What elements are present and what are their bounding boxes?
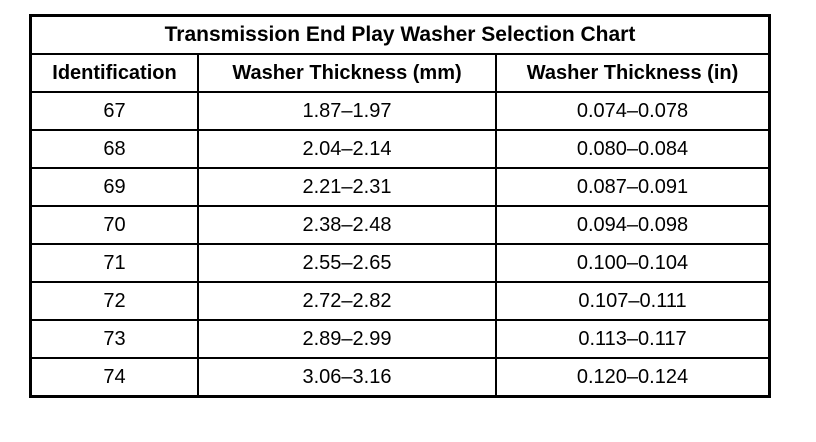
header-thickness-mm: Washer Thickness (mm) <box>197 53 497 93</box>
thickness-in-cell: 0.100–0.104 <box>495 243 771 283</box>
identification-cell: 69 <box>29 167 199 207</box>
thickness-in-cell: 0.120–0.124 <box>495 357 771 398</box>
identification-cell: 67 <box>29 91 199 131</box>
thickness-mm-cell: 2.72–2.82 <box>197 281 497 321</box>
table-row: 71 2.55–2.65 0.100–0.104 <box>29 243 771 283</box>
thickness-in-cell: 0.074–0.078 <box>495 91 771 131</box>
table-title: Transmission End Play Washer Selection C… <box>29 14 771 55</box>
header-row: Identification Washer Thickness (mm) Was… <box>29 53 771 93</box>
thickness-mm-cell: 3.06–3.16 <box>197 357 497 398</box>
identification-cell: 70 <box>29 205 199 245</box>
header-identification: Identification <box>29 53 199 93</box>
table-row: 69 2.21–2.31 0.087–0.091 <box>29 167 771 207</box>
title-row: Transmission End Play Washer Selection C… <box>29 14 771 55</box>
thickness-mm-cell: 2.89–2.99 <box>197 319 497 359</box>
identification-cell: 73 <box>29 319 199 359</box>
table-row: 72 2.72–2.82 0.107–0.111 <box>29 281 771 321</box>
thickness-in-cell: 0.087–0.091 <box>495 167 771 207</box>
thickness-mm-cell: 2.38–2.48 <box>197 205 497 245</box>
thickness-mm-cell: 2.04–2.14 <box>197 129 497 169</box>
identification-cell: 72 <box>29 281 199 321</box>
identification-cell: 71 <box>29 243 199 283</box>
table-row: 70 2.38–2.48 0.094–0.098 <box>29 205 771 245</box>
thickness-in-cell: 0.080–0.084 <box>495 129 771 169</box>
table-row: 67 1.87–1.97 0.074–0.078 <box>29 91 771 131</box>
thickness-in-cell: 0.094–0.098 <box>495 205 771 245</box>
thickness-in-cell: 0.113–0.117 <box>495 319 771 359</box>
thickness-mm-cell: 2.55–2.65 <box>197 243 497 283</box>
thickness-mm-cell: 2.21–2.31 <box>197 167 497 207</box>
washer-selection-table: Transmission End Play Washer Selection C… <box>29 14 771 398</box>
table-row: 73 2.89–2.99 0.113–0.117 <box>29 319 771 359</box>
thickness-mm-cell: 1.87–1.97 <box>197 91 497 131</box>
table-row: 68 2.04–2.14 0.080–0.084 <box>29 129 771 169</box>
table-row: 74 3.06–3.16 0.120–0.124 <box>29 357 771 398</box>
identification-cell: 68 <box>29 129 199 169</box>
thickness-in-cell: 0.107–0.111 <box>495 281 771 321</box>
header-thickness-in: Washer Thickness (in) <box>495 53 771 93</box>
identification-cell: 74 <box>29 357 199 398</box>
